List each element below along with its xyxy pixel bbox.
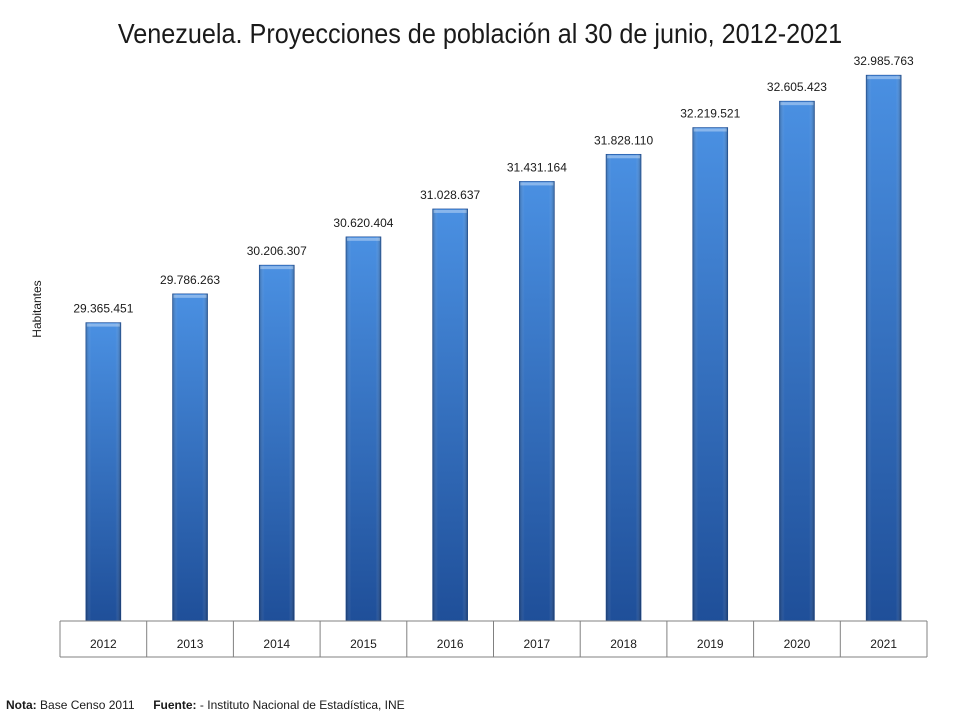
data-label-2015: 30.620.404 — [333, 216, 393, 230]
data-label-2018: 31.828.110 — [594, 133, 653, 147]
bar-shading-2012 — [85, 322, 121, 621]
bar-shading-2017 — [519, 181, 555, 622]
data-label-2014: 30.206.307 — [247, 244, 307, 258]
x-tick-label-2012: 2012 — [90, 637, 117, 651]
data-label-2013: 29.786.263 — [160, 273, 220, 287]
x-axis: 2012 2013 2014 2015 2016 2017 2018 2019 2020 2021 — [59, 620, 928, 658]
y-axis-label: Habitantes — [30, 280, 44, 337]
bar-highlight-2017 — [520, 182, 554, 186]
bar-highlight-2013 — [173, 294, 207, 298]
x-tick-label-2021: 2021 — [870, 637, 897, 651]
bar-highlight-2020 — [780, 102, 814, 106]
x-tick-label-2019: 2019 — [697, 637, 724, 651]
bar-shading-2016 — [432, 208, 468, 621]
footer-note: Nota: Base Censo 2011 Fuente: - Institut… — [6, 698, 405, 712]
data-label-2017: 31.431.164 — [507, 160, 567, 174]
chart-title: Venezuela. Proyecciones de población al … — [117, 18, 843, 49]
bar-shading-2013 — [172, 293, 208, 621]
bar-highlight-2019 — [693, 128, 727, 132]
x-tick-label-2017: 2017 — [523, 637, 550, 651]
data-label-2021: 32.985.763 — [854, 54, 914, 68]
data-label-2020: 32.605.423 — [767, 80, 827, 94]
x-tick-label-2013: 2013 — [177, 637, 204, 651]
bars-layer — [85, 74, 902, 622]
x-tick-label-2020: 2020 — [784, 637, 811, 651]
bar-shading-2021 — [866, 75, 902, 622]
bar-shading-2020 — [779, 101, 815, 621]
nota-text: Base Censo 2011 — [40, 698, 135, 712]
x-tick-label-2016: 2016 — [437, 637, 464, 651]
bar-highlight-2015 — [346, 237, 380, 241]
bar-highlight-2018 — [607, 155, 641, 159]
bar-shading-2015 — [345, 236, 381, 621]
fuente-label: Fuente: — [153, 698, 197, 712]
bar-highlight-2014 — [260, 266, 294, 270]
bar-shading-2018 — [606, 154, 642, 621]
data-label-2016: 31.028.637 — [420, 188, 480, 202]
data-label-2012: 29.365.451 — [73, 302, 133, 316]
bar-highlight-2021 — [867, 76, 901, 80]
x-tick-label-2014: 2014 — [263, 637, 290, 651]
bar-shading-2019 — [692, 127, 728, 621]
x-tick-label-2015: 2015 — [350, 637, 377, 651]
x-tick-label-2018: 2018 — [610, 637, 637, 651]
bar-highlight-2012 — [86, 323, 120, 327]
data-labels-layer: 29.365.451 29.786.263 30.206.307 30.620.404… — [73, 54, 914, 315]
bar-highlight-2016 — [433, 209, 467, 213]
bar-shading-2014 — [259, 265, 295, 621]
fuente-text: - Instituto Nacional de Estadística, INE — [199, 698, 405, 712]
nota-label: Nota: — [6, 698, 37, 712]
data-label-2019: 32.219.521 — [680, 107, 740, 121]
